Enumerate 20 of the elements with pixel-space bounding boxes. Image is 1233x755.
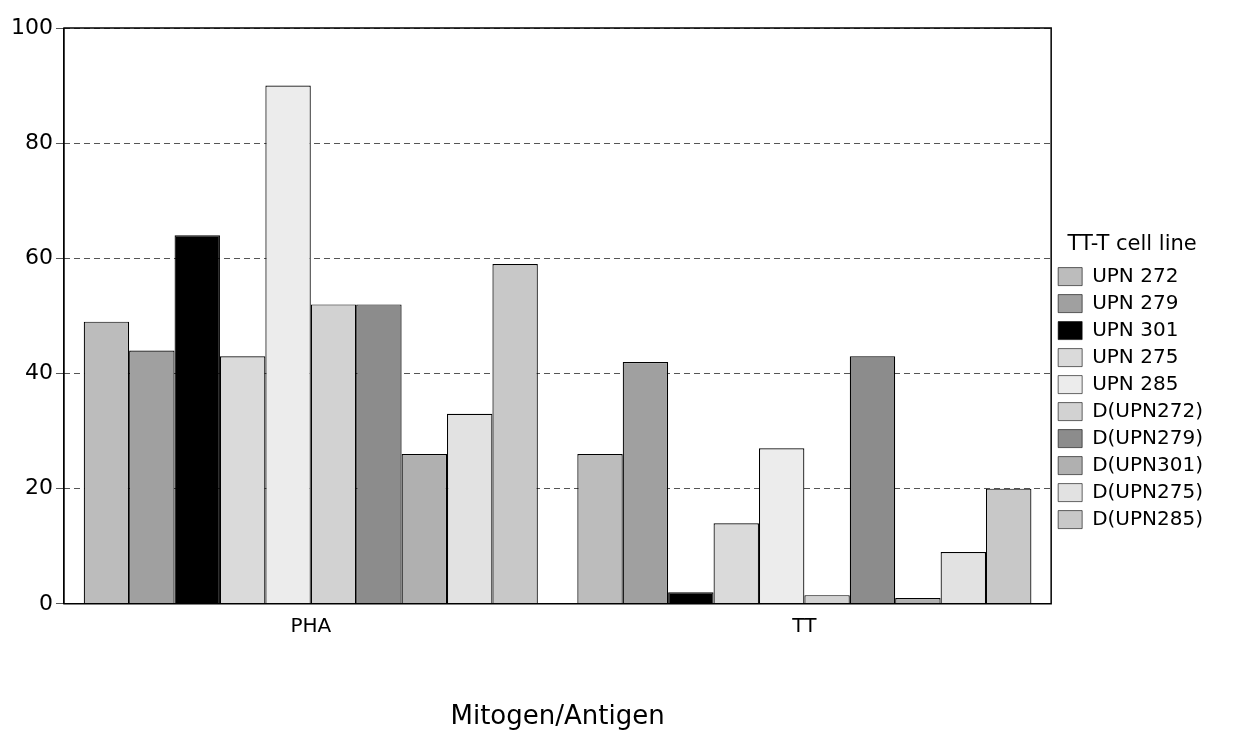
y-tick-label: 40 xyxy=(24,359,53,385)
legend-label: UPN 301 xyxy=(1092,316,1179,341)
y-tick-label: 20 xyxy=(24,474,53,500)
legend-label: UPN 275 xyxy=(1092,343,1179,368)
legend-title: TT-T cell line xyxy=(1066,231,1197,256)
y-tick-label: 80 xyxy=(24,128,53,154)
x-tick-label: TT xyxy=(791,613,818,637)
legend-label: UPN 279 xyxy=(1092,289,1179,314)
legend-label: D(UPN272) xyxy=(1092,397,1203,422)
legend-label: D(UPN275) xyxy=(1092,478,1203,503)
x-axis-title: Mitogen/Antigen xyxy=(450,700,665,731)
legend-label: D(UPN279) xyxy=(1092,424,1203,449)
legend-label: UPN 285 xyxy=(1092,370,1179,395)
y-tick-label: 0 xyxy=(38,589,53,615)
y-tick-label: 100 xyxy=(10,13,53,39)
legend-label: UPN 272 xyxy=(1092,262,1179,287)
legend-label: D(UPN301) xyxy=(1092,451,1203,476)
legend-label: D(UPN285) xyxy=(1092,505,1203,530)
y-tick-label: 60 xyxy=(24,244,53,270)
x-tick-label: PHA xyxy=(290,613,332,637)
